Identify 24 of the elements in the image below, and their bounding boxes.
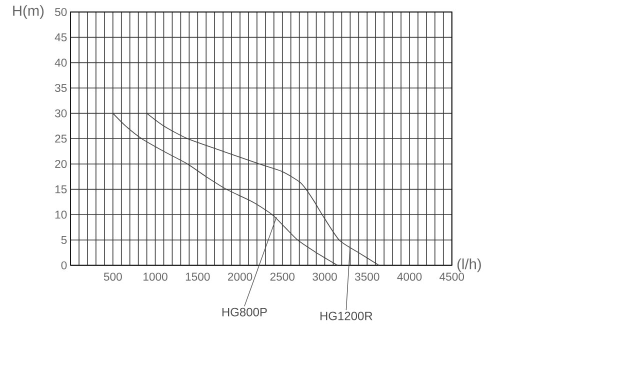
y-tick-label: 20 <box>55 160 67 168</box>
x-tick-label: 500 <box>104 272 122 281</box>
y-axis-title: H(m) <box>13 5 44 19</box>
y-tick-label: 50 <box>55 8 67 16</box>
y-tick-label: 15 <box>55 185 67 194</box>
y-tick-label: 30 <box>54 109 67 118</box>
x-tick-label: 1000 <box>144 272 168 281</box>
y-tick-label: 25 <box>55 134 67 143</box>
y-tick-label: 5 <box>61 236 67 244</box>
y-tick-label: 0 <box>61 261 67 270</box>
x-tick-label: 3000 <box>312 272 337 281</box>
x-tick-label: 2000 <box>228 272 252 281</box>
annotation: HG800P <box>222 308 267 316</box>
y-tick-label: 40 <box>54 58 67 67</box>
y-tick-label: 10 <box>55 210 67 219</box>
x-axis-title: (l/h) <box>457 258 481 272</box>
x-tick-label: 4000 <box>397 272 422 281</box>
x-tick-label: 2500 <box>270 272 295 281</box>
x-tick-label: 1500 <box>186 272 210 281</box>
annotation: HG1200R <box>320 312 372 320</box>
x-tick-label: 4500 <box>440 272 464 281</box>
x-tick-label: 3500 <box>354 272 380 281</box>
y-tick-label: 35 <box>54 84 67 92</box>
y-tick-label: 45 <box>54 33 67 42</box>
